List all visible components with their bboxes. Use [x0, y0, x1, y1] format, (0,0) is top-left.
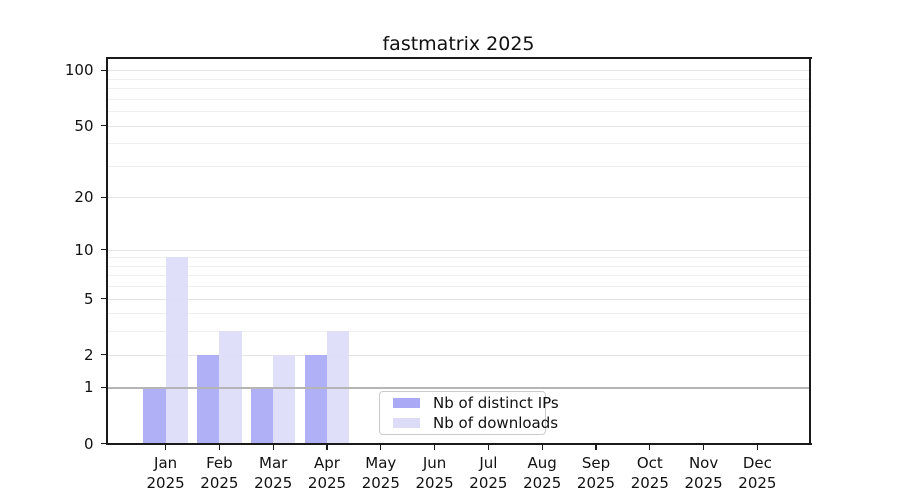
plot-border-top [106, 57, 812, 59]
x-tick [326, 444, 328, 450]
gridline-minor [107, 165, 811, 167]
x-tick [218, 444, 221, 450]
plot-border-right [809, 57, 812, 445]
x-tick [433, 444, 436, 450]
gridline-major [107, 298, 811, 300]
bar-downloads-mar [273, 354, 296, 444]
bar-distinct-ips-jan [143, 387, 166, 444]
bar-distinct-ips-mar [250, 387, 274, 444]
x-tick [541, 444, 543, 450]
y-tick [100, 248, 106, 251]
x-tick [272, 444, 274, 450]
legend-swatch-distinct-ips [393, 398, 420, 408]
x-tick-label-may: May 2025 [361, 453, 400, 492]
y-tick-label: 50 [74, 116, 94, 135]
x-tick [487, 444, 490, 450]
x-tick [595, 444, 597, 450]
y-tick [100, 297, 106, 300]
legend-label-downloads: Nb of downloads [433, 414, 559, 432]
y-tick-label: 2 [83, 345, 94, 364]
x-tick-label-aug: Aug 2025 [523, 453, 562, 492]
gridline-minor [107, 286, 811, 288]
legend: Nb of distinct IPs Nb of downloads [379, 391, 559, 435]
gridline-minor [107, 111, 811, 113]
x-tick-label-feb: Feb 2025 [200, 453, 239, 492]
gridline-minor [107, 265, 811, 267]
y-tick-label: 100 [64, 61, 94, 80]
gridline-minor [107, 313, 811, 315]
y-tick [100, 353, 106, 356]
y-tick-label: 1 [83, 378, 94, 397]
x-tick-label-jul: Jul 2025 [469, 453, 508, 492]
x-tick-label-apr: Apr 2025 [307, 453, 347, 492]
y-tick-label: 10 [74, 240, 94, 259]
x-tick [649, 444, 651, 450]
gridline-minor [107, 98, 811, 100]
legend-entry-distinct-ips: Nb of distinct IPs [388, 394, 559, 412]
plot-area: 0 1 2 5 10 20 50 100 Jan 2025 Feb 2025 Mar 2025 Apr 20… [65, 57, 812, 492]
y-tick [100, 442, 106, 445]
x-tick [380, 444, 382, 450]
bar-downloads-jan [165, 257, 188, 444]
y-tick-label: 5 [83, 289, 94, 308]
gridline-minor [107, 78, 811, 80]
bar-distinct-ips-feb [197, 354, 220, 444]
gridline-minor [107, 143, 811, 145]
gridline-major [107, 249, 811, 251]
x-tick-label-jun: Jun 2025 [415, 453, 454, 492]
legend-swatch-downloads [393, 418, 420, 428]
x-tick-label-oct: Oct 2025 [630, 453, 669, 492]
legend-entry-downloads: Nb of downloads [388, 414, 558, 432]
gridline-major [107, 70, 811, 72]
gridline-major [107, 125, 811, 127]
gridline-minor [107, 88, 811, 90]
reference-line-1 [107, 387, 811, 389]
gridline-minor [107, 331, 811, 333]
bar-distinct-ips-apr [304, 354, 327, 444]
y-axis-line [106, 57, 108, 445]
x-axis-line [106, 443, 812, 445]
x-tick [756, 444, 759, 450]
gridline-major [107, 197, 811, 199]
gridline-minor [107, 275, 811, 277]
legend-label-distinct-ips: Nb of distinct IPs [433, 394, 559, 412]
y-tick [100, 69, 106, 72]
y-tick-label: 20 [74, 188, 94, 207]
gridline-minor [107, 257, 811, 259]
y-tick [100, 196, 106, 199]
x-tick-label-mar: Mar 2025 [254, 453, 293, 492]
x-tick [164, 444, 167, 450]
x-tick [702, 444, 705, 450]
y-tick [100, 386, 106, 389]
x-tick-label-sep: Sep 2025 [576, 453, 616, 492]
x-tick-label-nov: Nov 2025 [684, 453, 723, 492]
chart-title: fastmatrix 2025 [382, 33, 535, 55]
y-tick [100, 124, 106, 127]
x-tick-label-jan: Jan 2025 [146, 453, 185, 492]
y-tick-label: 0 [83, 434, 94, 453]
gridline-major [107, 354, 811, 356]
x-tick-label-dec: Dec 2025 [738, 453, 777, 492]
